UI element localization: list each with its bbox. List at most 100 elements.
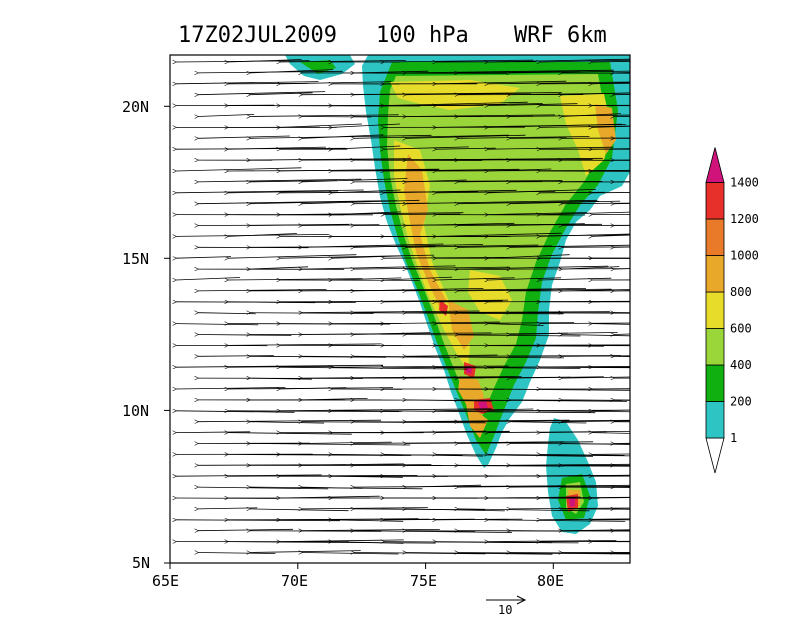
wind-vector [540, 211, 630, 215]
wind-vector [332, 277, 402, 280]
wind-vector [562, 289, 630, 291]
wind-vector [510, 114, 630, 116]
wind-vector [384, 301, 503, 302]
wind-vector [332, 211, 401, 215]
wind-vector [458, 484, 630, 487]
wind-vector [302, 398, 368, 400]
wind-vector [280, 388, 347, 389]
terrain-1400-anamalai [478, 401, 488, 409]
wind-vector [280, 81, 392, 84]
wind-vector [510, 464, 630, 466]
wind-vector [540, 323, 630, 324]
x-tick-70e: 70E [281, 572, 308, 590]
colorbar-label: 400 [730, 358, 752, 372]
wind-vector [592, 410, 630, 411]
colorbar-label: 800 [730, 285, 752, 299]
wind-vector [406, 553, 553, 555]
wind-vector [592, 388, 630, 389]
wind-vector [228, 279, 363, 280]
wind-vector [250, 159, 411, 161]
wind-vector [228, 190, 339, 193]
wind-vector [176, 324, 259, 325]
wind-vector [250, 200, 370, 204]
wind-vector [176, 520, 340, 521]
wind-vector [510, 377, 604, 378]
wind-vector [510, 313, 630, 314]
wind-vector [488, 277, 562, 280]
wind-vector [198, 290, 327, 291]
wind-vector [458, 465, 630, 466]
wind-vector [176, 411, 295, 413]
colorbar-segment [705, 182, 725, 220]
wind-vector [406, 420, 570, 422]
wind-vector [332, 123, 401, 127]
reference-vector: 10 [486, 595, 527, 617]
wind-vector [458, 553, 630, 555]
wind-vector [592, 433, 630, 435]
wind-vector [458, 420, 630, 421]
wind-vector [354, 313, 564, 314]
wind-vector [510, 486, 630, 487]
wind-vector [592, 454, 630, 455]
wind-vector [332, 454, 403, 455]
wind-vector [614, 442, 630, 443]
wind-vector [332, 299, 509, 302]
wind-vector [406, 244, 539, 247]
wind-vector [488, 168, 552, 171]
wind-vector [592, 214, 630, 215]
wind-vector [540, 277, 612, 280]
wind-vector [488, 454, 630, 456]
wind-vector [510, 422, 587, 423]
y-tick-5n: 5N [132, 554, 150, 572]
colorbar-label: 1200 [730, 212, 759, 226]
wind-vector [540, 233, 630, 237]
wind-vector [406, 157, 603, 160]
wind-vector [280, 254, 435, 258]
terrain-1200-ghats [439, 300, 448, 316]
wind-vector [614, 422, 630, 423]
wind-vector [488, 103, 578, 106]
wind-vector [384, 189, 517, 193]
wind-vector [488, 520, 626, 522]
wind-vector [436, 277, 515, 280]
wind-vector [384, 411, 596, 414]
wind-vector [592, 367, 630, 368]
wind-vector [540, 431, 630, 433]
wind-vector [614, 92, 630, 95]
wind-vector [302, 442, 392, 443]
terrain-400 [387, 74, 606, 430]
wind-vector [250, 531, 382, 532]
wind-vector [488, 123, 623, 127]
wind-vector [562, 487, 630, 488]
colorbar-segment [705, 364, 725, 402]
wind-vector [198, 135, 290, 138]
title-time: 17Z02JUL2009 [178, 23, 337, 48]
wind-vector [176, 432, 251, 433]
wind-vector [302, 529, 440, 530]
wind-vector [614, 486, 630, 487]
wind-vector [436, 80, 567, 84]
wind-vector [406, 288, 587, 291]
wind-vector [332, 366, 509, 367]
wind-vector [198, 91, 326, 95]
wind-vector [562, 509, 630, 510]
wind-vector [458, 181, 543, 182]
colorbar-segment [705, 401, 725, 439]
wind-vector [384, 214, 461, 215]
wind-vector [354, 288, 484, 291]
wind-vector [332, 189, 401, 193]
wind-vector [540, 475, 630, 476]
wind-vector [488, 541, 617, 542]
wind-vector [458, 200, 599, 203]
wind-vector [250, 114, 399, 117]
wind-vector [384, 101, 528, 105]
wind-vector [302, 178, 408, 182]
wind-vector [354, 531, 513, 533]
wind-vector [250, 181, 338, 182]
wind-vector [332, 476, 403, 477]
wind-vector [614, 333, 630, 335]
wind-vector [406, 377, 522, 378]
colorbar-segment [705, 291, 725, 329]
